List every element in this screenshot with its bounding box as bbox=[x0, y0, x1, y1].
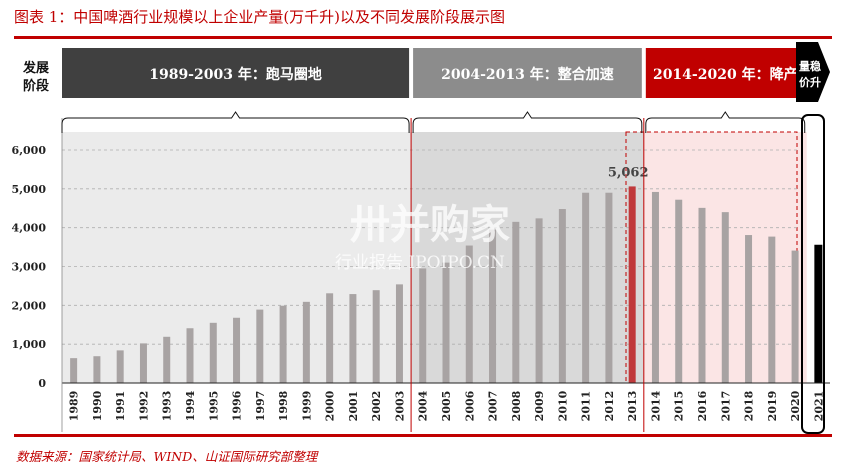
stage-header-label: 1989-2003 年：跑马圈地 bbox=[149, 66, 322, 83]
bar-2010 bbox=[558, 209, 566, 383]
x-tick-label: 2004 bbox=[417, 390, 430, 421]
stage-header-3 bbox=[645, 48, 805, 98]
bar-2004 bbox=[419, 268, 427, 383]
title-rule bbox=[14, 36, 832, 39]
bar-2011 bbox=[582, 192, 590, 383]
stage-header-2 bbox=[413, 48, 642, 98]
x-tick-label: 2000 bbox=[324, 390, 337, 421]
bar-1999 bbox=[302, 301, 310, 383]
bar-2018 bbox=[745, 235, 753, 383]
bar-1995 bbox=[209, 322, 217, 383]
bar-2006 bbox=[465, 245, 473, 383]
bar-2020 bbox=[791, 250, 799, 383]
x-tick-label: 2021 bbox=[812, 391, 825, 422]
x-tick-label: 2013 bbox=[626, 391, 639, 422]
arrow-2021 bbox=[796, 42, 830, 102]
x-tick-label: 2001 bbox=[347, 391, 360, 422]
chart-title: 图表 1：中国啤酒行业规模以上企业产量(万千升)以及不同发展阶段展示图 bbox=[14, 8, 506, 26]
bar-2017 bbox=[721, 212, 729, 383]
y-tick-label: 6,000 bbox=[12, 144, 47, 157]
x-tick-label: 2019 bbox=[766, 391, 779, 422]
x-tick-label: 2009 bbox=[533, 391, 546, 422]
bar-2012 bbox=[605, 192, 613, 383]
x-tick-label: 2008 bbox=[510, 390, 523, 421]
x-tick-label: 2017 bbox=[719, 391, 732, 422]
bar-1992 bbox=[139, 343, 147, 383]
x-tick-label: 2006 bbox=[463, 390, 476, 421]
bar-1993 bbox=[163, 336, 171, 383]
watermark-brand: 卅并购家 bbox=[350, 201, 510, 248]
bar-1997 bbox=[256, 309, 264, 383]
x-tick-label: 2018 bbox=[743, 390, 756, 421]
x-tick-label: 2005 bbox=[440, 391, 453, 422]
x-tick-label: 1999 bbox=[300, 391, 313, 422]
bar-1998 bbox=[279, 305, 287, 383]
x-tick-label: 2014 bbox=[649, 390, 662, 421]
stage-header-label: 2004-2013 年：整合加速 bbox=[441, 66, 614, 83]
data-source: 数据来源：国家统计局、WIND、山证国际研究部整理 bbox=[16, 449, 318, 464]
bar-2014 bbox=[651, 191, 659, 383]
bar-2016 bbox=[698, 207, 706, 383]
bar-2000 bbox=[326, 293, 334, 383]
stage-label-line2: 阶段 bbox=[23, 78, 49, 94]
y-tick-label: 3,000 bbox=[12, 261, 47, 274]
bar-1991 bbox=[116, 350, 124, 383]
y-tick-label: 1,000 bbox=[12, 338, 47, 351]
highlight-2021-box bbox=[801, 114, 825, 434]
x-tick-label: 2012 bbox=[603, 391, 616, 422]
x-tick-label: 2002 bbox=[370, 391, 383, 422]
bar-1996 bbox=[233, 317, 241, 383]
x-tick-label: 2010 bbox=[556, 390, 569, 421]
x-tick-label: 2015 bbox=[673, 391, 686, 422]
bar-1990 bbox=[93, 356, 101, 383]
bar-1994 bbox=[186, 328, 194, 383]
bar-2009 bbox=[535, 218, 543, 383]
x-tick-label: 2007 bbox=[487, 391, 500, 422]
bar-2013 bbox=[628, 186, 636, 383]
stage-label-line1: 发展 bbox=[22, 60, 50, 76]
stage-brace bbox=[412, 111, 643, 133]
watermark: 卅并购家 行业报告 IPOIPO.CN bbox=[335, 201, 510, 273]
x-tick-label: 1993 bbox=[161, 391, 174, 422]
bar-2005 bbox=[442, 262, 450, 383]
x-tick-label: 1994 bbox=[184, 390, 197, 421]
watermark-subtitle: 行业报告 IPOIPO.CN bbox=[335, 253, 505, 273]
x-tick-label: 1990 bbox=[91, 390, 104, 421]
x-tick-label: 2020 bbox=[789, 390, 802, 421]
bar-1989 bbox=[70, 358, 78, 383]
x-tick-label: 1989 bbox=[68, 391, 81, 422]
bar-2015 bbox=[675, 199, 683, 383]
bar-2007 bbox=[489, 229, 497, 383]
x-tick-label: 1992 bbox=[137, 391, 150, 422]
x-tick-label: 2003 bbox=[393, 391, 406, 422]
bar-2021 bbox=[814, 244, 823, 383]
stage-brace bbox=[61, 111, 410, 133]
bar-2019 bbox=[768, 236, 776, 383]
x-tick-label: 1991 bbox=[114, 391, 127, 422]
beer-output-chart: 0 1,000 2,000 3,000 4,000 5,000 6,000 1989 1990 1… bbox=[12, 42, 830, 434]
bar-2002 bbox=[372, 290, 380, 383]
y-tick-label: 0 bbox=[38, 377, 46, 390]
x-tick-label: 1998 bbox=[277, 390, 290, 421]
stage-brace bbox=[645, 111, 806, 133]
y-tick-label: 5,000 bbox=[12, 183, 47, 196]
arrow-label-line2: 价升 bbox=[799, 75, 821, 89]
stage-header-label: 2014-2020 年：降产 bbox=[653, 66, 798, 83]
x-tick-label: 1995 bbox=[207, 391, 220, 422]
y-tick-label: 2,000 bbox=[12, 299, 47, 312]
x-tick-label: 1996 bbox=[231, 390, 244, 421]
stage-header-1 bbox=[62, 48, 410, 98]
x-tick-label: 2016 bbox=[696, 390, 709, 421]
y-tick-label: 4,000 bbox=[12, 222, 47, 235]
x-tick-label: 1997 bbox=[254, 391, 267, 422]
bar-2003 bbox=[395, 284, 403, 383]
bar-2008 bbox=[512, 221, 520, 383]
stage-zone-2 bbox=[411, 132, 644, 383]
x-tick-label: 2011 bbox=[580, 391, 593, 422]
peak-value-label: 5,062 bbox=[608, 165, 649, 180]
footer-rule bbox=[14, 434, 832, 437]
bar-2001 bbox=[349, 294, 357, 383]
arrow-label-line1: 量稳 bbox=[799, 59, 821, 73]
